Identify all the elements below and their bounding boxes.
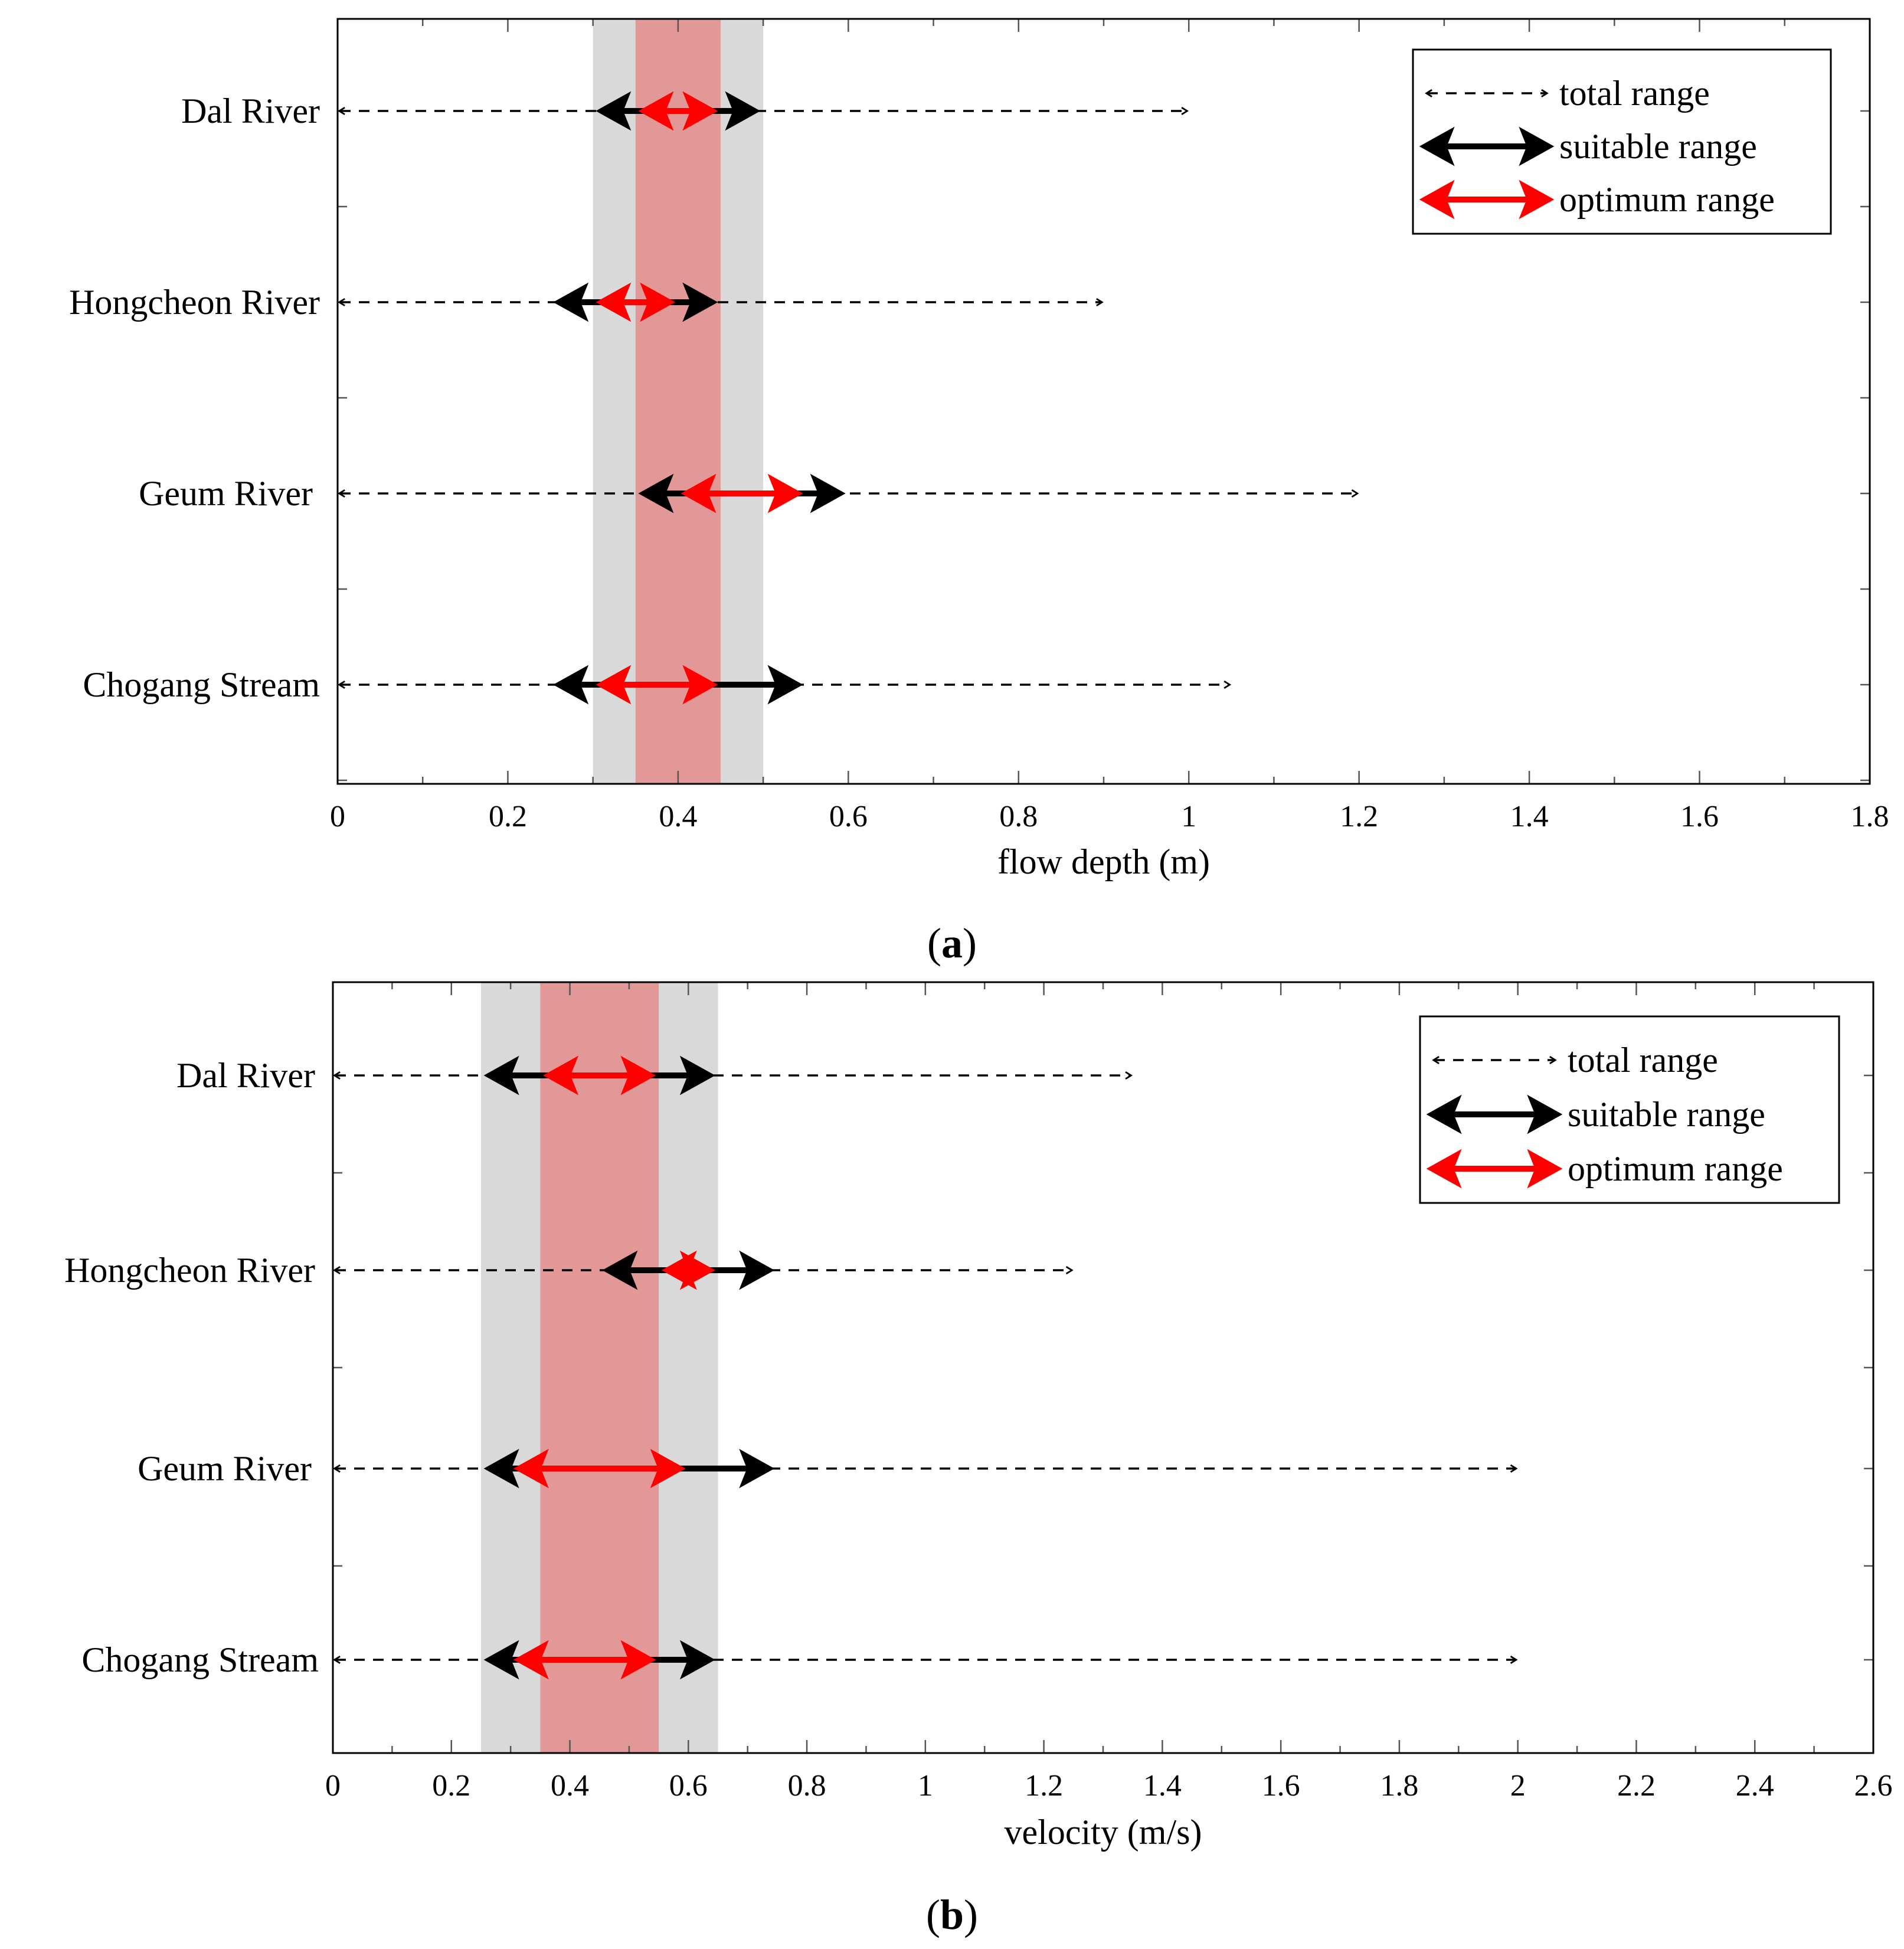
xtick-label: 1: [1181, 800, 1196, 833]
ytick-labels-a: Dal River Hongcheon River Geum River Cho…: [69, 91, 320, 704]
ytick-label: Dal River: [176, 1056, 315, 1095]
optimum-band: [635, 19, 721, 784]
panel-label-close: ): [963, 920, 977, 967]
xtick-label: 2: [1510, 1769, 1526, 1803]
panel-a: Dal River Hongcheon River Geum River Cho…: [69, 18, 1889, 967]
xtick-label: 1.6: [1680, 800, 1719, 833]
xtick-label: 0.8: [788, 1769, 826, 1803]
xtick-label: 2.6: [1854, 1769, 1893, 1803]
ytick-label: Dal River: [181, 91, 320, 130]
ytick-label: Geum River: [139, 474, 313, 513]
ytick-label: Chogang Stream: [81, 1640, 319, 1679]
panel-label-b: (b): [926, 1891, 978, 1938]
xtick-label: 1.8: [1851, 800, 1889, 833]
xtick-label: 1.4: [1143, 1769, 1182, 1803]
legend-label: suitable range: [1559, 127, 1757, 166]
panel-label-letter: a: [941, 920, 963, 967]
legend-label: total range: [1568, 1041, 1718, 1080]
legend-b: total range suitable range optimum range: [1419, 1015, 1840, 1204]
xtick-label: 0.2: [489, 800, 527, 833]
panel-b: Dal River Hongcheon River Geum River Cho…: [64, 981, 1893, 1938]
xtick-label: 1.2: [1340, 800, 1378, 833]
xtick-label: 0.4: [551, 1769, 589, 1803]
ytick-label: Hongcheon River: [64, 1251, 315, 1290]
xtick-label: 0.4: [659, 800, 697, 833]
ytick-labels-b: Dal River Hongcheon River Geum River Cho…: [64, 1056, 319, 1679]
panel-label-close: ): [964, 1891, 978, 1938]
xtick-label: 0: [330, 800, 345, 833]
xtick-label: 1.8: [1380, 1769, 1418, 1803]
plot-frame-b: [332, 981, 1874, 1754]
plot-frame-a: [336, 18, 1871, 785]
xtick-label: 1.2: [1025, 1769, 1063, 1803]
xtick-label: 2.4: [1736, 1769, 1774, 1803]
ytick-label: Geum River: [138, 1449, 312, 1488]
legend-a: total range suitable range optimum range: [1412, 48, 1832, 235]
legend-label: optimum range: [1559, 180, 1775, 219]
bands-b: [480, 982, 718, 1753]
panel-label-letter: b: [940, 1891, 964, 1938]
ytick-label: Hongcheon River: [69, 283, 320, 322]
bands-a: [593, 19, 764, 784]
xtick-label: 0: [325, 1769, 341, 1803]
xtick-label: 0.6: [669, 1769, 708, 1803]
xtick-labels-b: 0 0.2 0.4 0.6 0.8 1 1.2 1.4 1.6 1.8 2 2.2 2.4 2.6: [325, 1769, 1893, 1803]
xtick-label: 2.2: [1617, 1769, 1656, 1803]
xtick-label: 1: [918, 1769, 933, 1803]
xtick-label: 0.2: [432, 1769, 470, 1803]
legend-label: optimum range: [1568, 1149, 1783, 1188]
xtick-label: 0.6: [829, 800, 868, 833]
legend-label: total range: [1559, 74, 1710, 113]
optimum-band: [540, 982, 659, 1753]
xtick-labels-a: 0 0.2 0.4 0.6 0.8 1 1.2 1.4 1.6 1.8: [330, 800, 1889, 833]
panel-label-a: (a): [927, 920, 977, 967]
x-axis-title: velocity (m/s): [1005, 1813, 1202, 1852]
gridticks-a: [336, 19, 1871, 784]
xtick-label: 1.4: [1510, 800, 1549, 833]
legend-label: suitable range: [1568, 1095, 1765, 1134]
x-axis-title: flow depth (m): [997, 842, 1210, 881]
panel-label-open: (: [926, 1891, 940, 1938]
ytick-label: Chogang Stream: [83, 665, 320, 704]
xtick-label: 1.6: [1262, 1769, 1300, 1803]
series-a: [340, 91, 1357, 705]
xtick-label: 0.8: [999, 800, 1038, 833]
panel-label-open: (: [927, 920, 941, 967]
series-b: [335, 1055, 1516, 1680]
